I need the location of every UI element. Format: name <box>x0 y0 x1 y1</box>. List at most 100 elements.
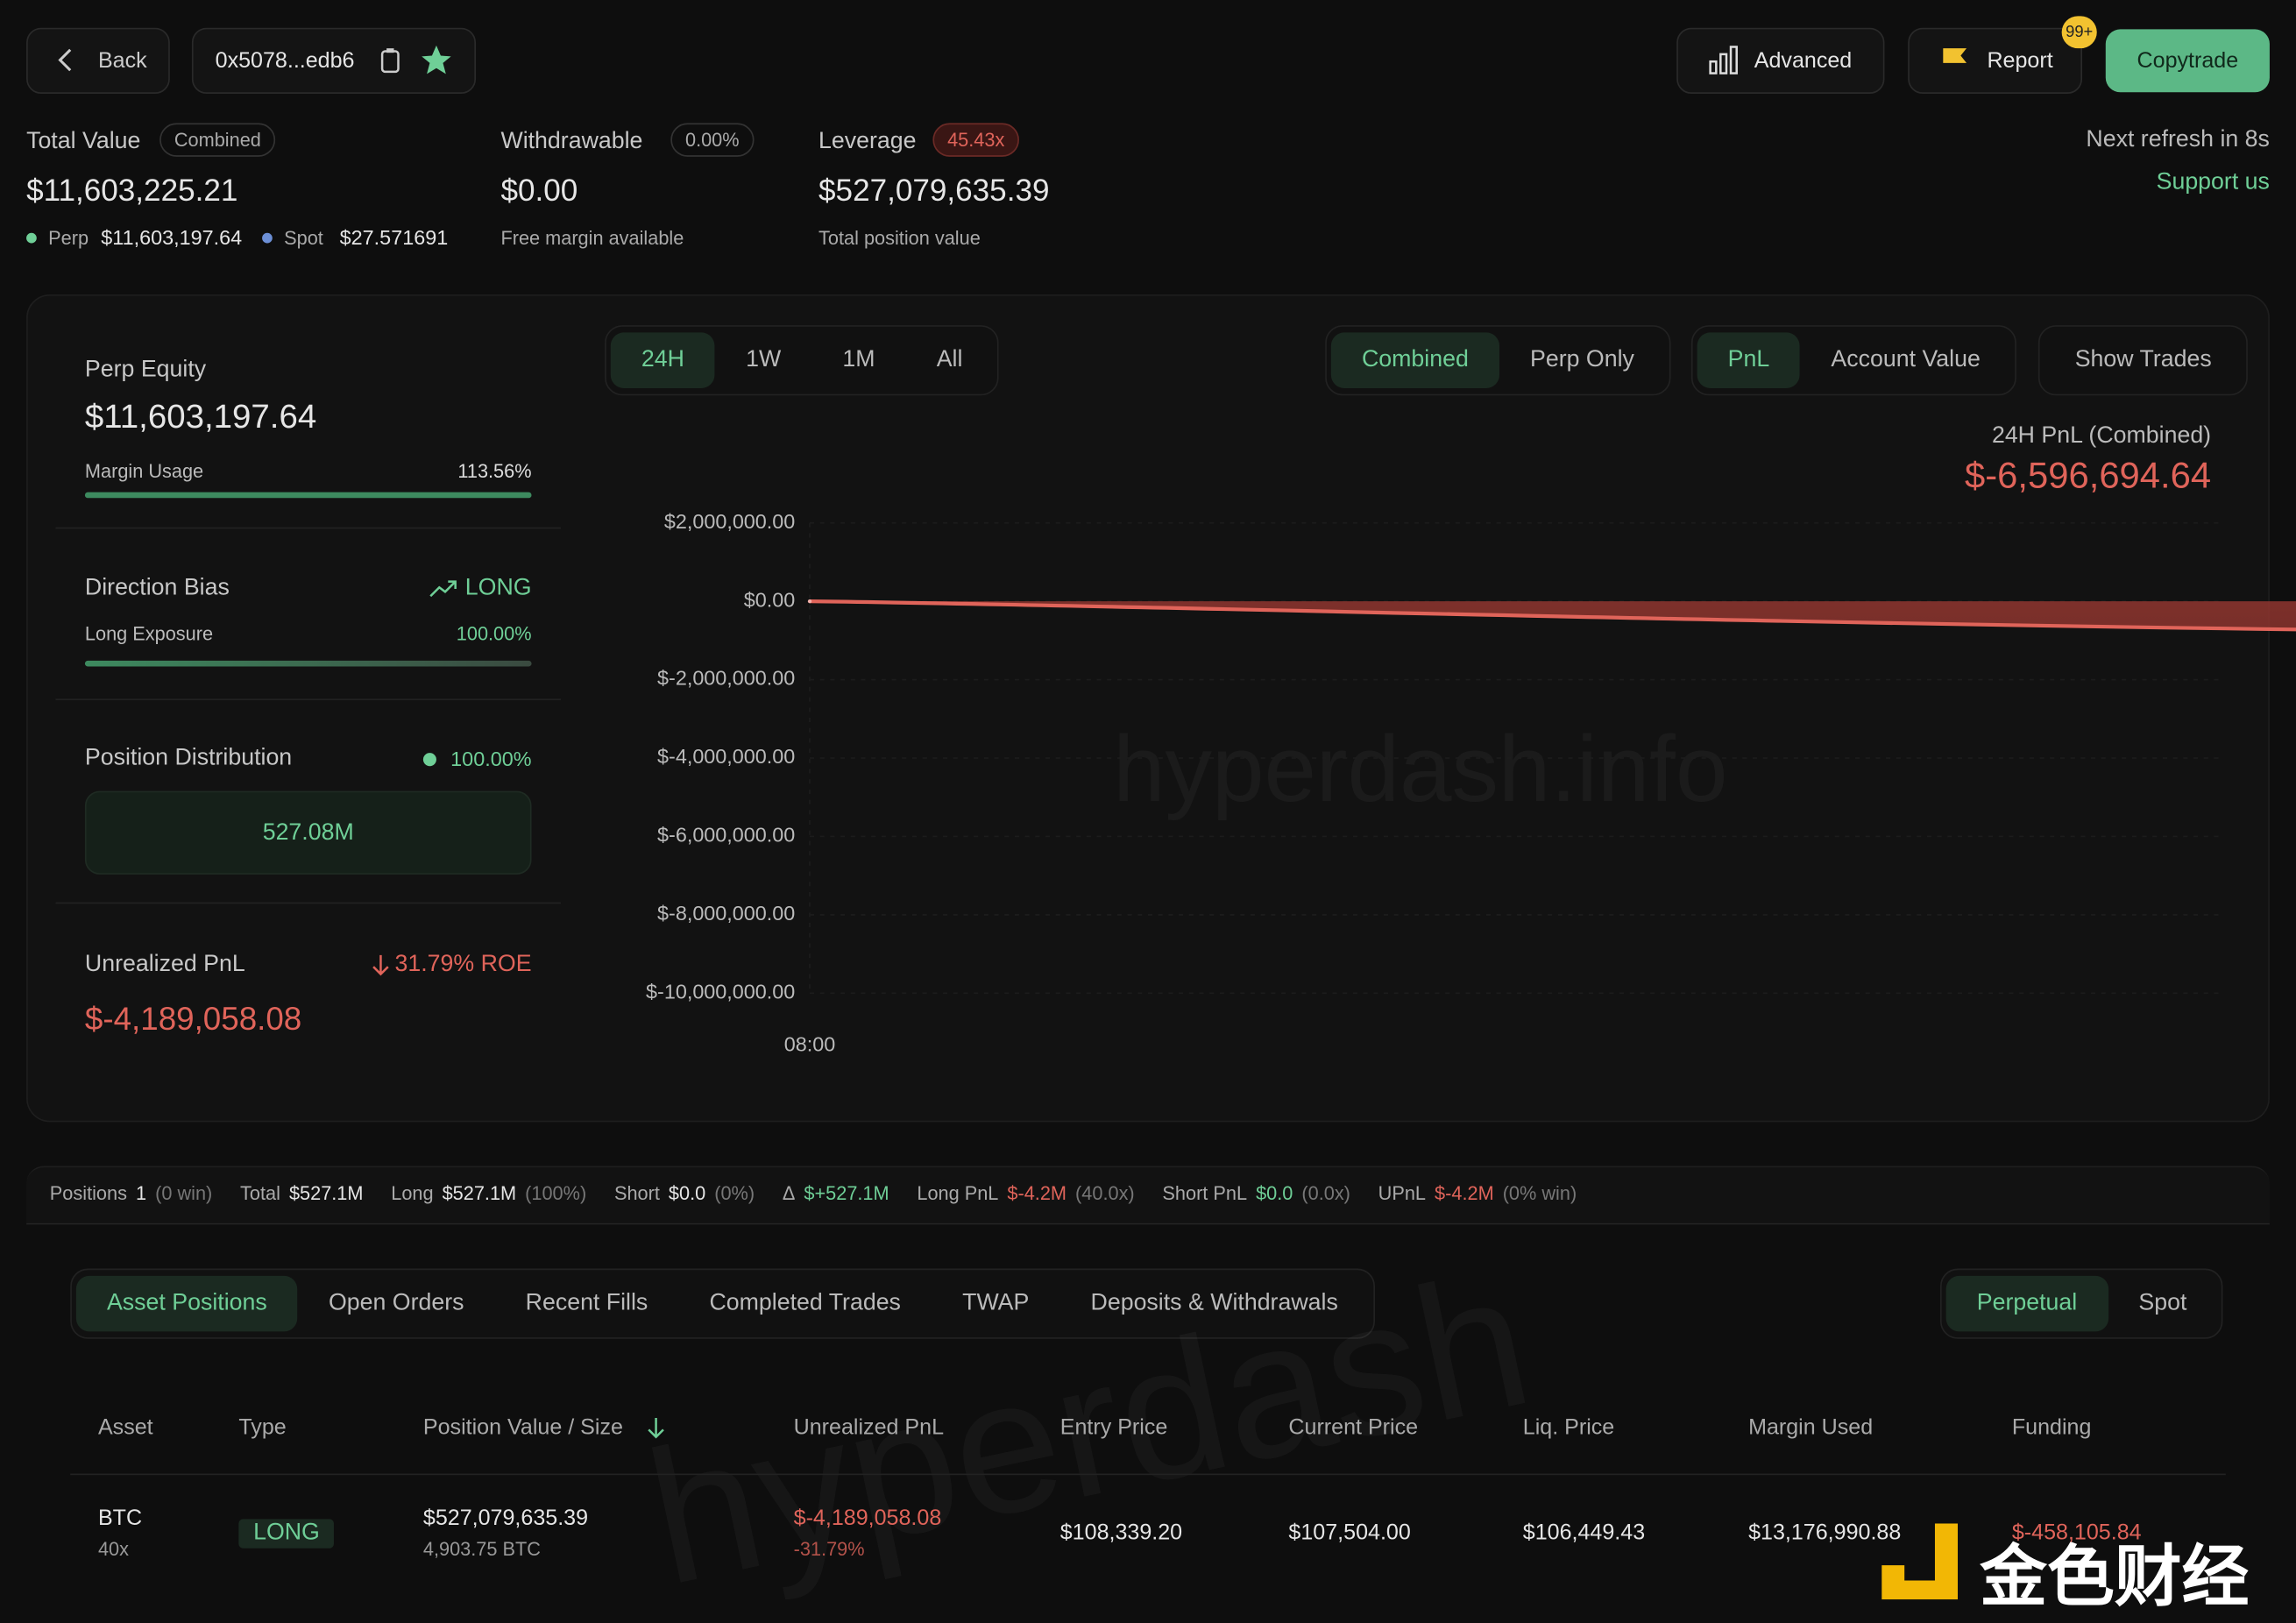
summary-label: Long PnL <box>917 1181 999 1204</box>
tab[interactable]: Asset Positions <box>75 1275 298 1332</box>
cell-liq: $106,449.43 <box>1522 1520 1646 1546</box>
tab[interactable]: Combined <box>1330 332 1499 388</box>
back-label: Back <box>97 48 147 74</box>
chart-card <box>26 294 2270 1123</box>
tab[interactable]: Perp Only <box>1530 347 1634 372</box>
summary-label: Short PnL <box>1162 1181 1248 1204</box>
tab[interactable]: Spot <box>2138 1290 2187 1316</box>
summary-value: $+527.1M <box>804 1181 889 1204</box>
summary-note: (100%) <box>525 1181 587 1204</box>
leverage: $527,079,635.39 <box>818 174 1050 209</box>
x-tick-label: 08:00 <box>784 1033 835 1056</box>
sort-icon[interactable] <box>646 1416 666 1440</box>
y-tick-label: $2,000,000.00 <box>664 510 795 533</box>
tab[interactable]: Completed Trades <box>709 1290 901 1316</box>
summary-note: (40.0x) <box>1075 1181 1135 1204</box>
summary-label: UPnL <box>1378 1181 1427 1204</box>
leverage-note: Total position value <box>818 227 981 250</box>
summary-item: UPnL $-4.2M (0% win) <box>1378 1182 1577 1204</box>
tab[interactable]: Account Value <box>1831 347 1981 372</box>
cell-asset: BTC <box>97 1506 143 1531</box>
distribution-label: Position Distribution <box>84 745 293 771</box>
column-header: Position Value / Size <box>422 1414 623 1441</box>
watermark: hyperdash.info <box>1113 716 1727 821</box>
total-value: $11,603,225.21 <box>26 174 238 209</box>
summary-value: $0.0 <box>1256 1181 1293 1204</box>
metric-tabs: PnL Account Value <box>1690 325 2017 396</box>
upnl-roe: 31.79% ROE <box>394 952 532 977</box>
y-tick-label: $-2,000,000.00 <box>657 667 795 690</box>
leverage-tag: 45.43x <box>932 123 1020 157</box>
positions-strip <box>26 1166 2270 1225</box>
summary-item: Long $527.1M (100%) <box>391 1182 586 1204</box>
exposure: 100.00% <box>456 622 532 645</box>
exposure-bar <box>84 660 532 667</box>
summary-label: Positions <box>49 1181 127 1204</box>
star-icon[interactable] <box>421 44 453 76</box>
column-header: Current Price <box>1288 1414 1419 1441</box>
total-value-tag: Combined <box>159 123 276 157</box>
summary-label: Δ <box>782 1181 796 1204</box>
withdrawable-label: Withdrawable <box>500 129 643 154</box>
summary-item: Short $0.0 (0%) <box>614 1182 755 1204</box>
cell-value: $527,079,635.39 <box>422 1506 589 1531</box>
flag-icon <box>1943 48 1967 74</box>
tab[interactable]: 1W <box>746 347 782 372</box>
tab[interactable]: Recent Fills <box>525 1290 648 1316</box>
margin-bar <box>84 492 532 499</box>
support-link[interactable]: Support us <box>2156 169 2270 195</box>
summary-note: (0.0x) <box>1301 1181 1350 1204</box>
summary-value: $0.0 <box>668 1181 706 1204</box>
withdrawable-note: Free margin available <box>500 227 684 250</box>
tab[interactable]: Deposits & Withdrawals <box>1090 1290 1338 1316</box>
cell-upnl: $-4,189,058.08 <box>793 1506 942 1531</box>
report-button[interactable] <box>1908 27 2083 94</box>
summary-value: $-4.2M <box>1435 1181 1494 1204</box>
upnl: $-4,189,058.08 <box>84 1000 302 1038</box>
distribution-block: 527.08M <box>84 790 532 875</box>
summary-value: $-4.2M <box>1007 1181 1067 1204</box>
show-trades[interactable]: Show Trades <box>2037 325 2249 396</box>
logo-text: 金色财经 <box>1980 1538 2250 1614</box>
column-header: Type <box>238 1414 287 1441</box>
withdrawable: $0.00 <box>500 174 578 209</box>
y-tick-label: $-4,000,000.00 <box>657 745 795 768</box>
tab[interactable]: Open Orders <box>328 1290 464 1316</box>
tab[interactable]: TWAP <box>962 1290 1030 1316</box>
advanced-label: Advanced <box>1754 48 1853 74</box>
cell-leverage: 40x <box>97 1538 129 1561</box>
back-icon <box>58 48 72 72</box>
chart-title: 24H PnL (Combined) <box>1991 423 2212 449</box>
tab[interactable]: All <box>936 347 963 372</box>
divider <box>55 902 561 904</box>
perp-dot <box>26 232 37 244</box>
copytrade-button[interactable]: Copytrade <box>2105 29 2270 93</box>
report-label: Report <box>1987 48 2053 74</box>
equity-label: Perp Equity <box>84 357 207 383</box>
divider <box>55 527 561 529</box>
column-header: Liq. Price <box>1522 1414 1615 1441</box>
tab[interactable]: Perpetual <box>1945 1275 2108 1332</box>
column-header: Funding <box>2011 1414 2092 1441</box>
column-header: Asset <box>97 1414 153 1441</box>
column-header: Unrealized PnL <box>793 1414 945 1441</box>
market-tabs: Perpetual Spot <box>1939 1268 2224 1339</box>
spot-label: Spot <box>284 227 323 250</box>
y-tick-label: $-10,000,000.00 <box>646 980 795 1003</box>
tab[interactable]: 24H <box>610 332 716 388</box>
summary-label: Long <box>391 1181 434 1204</box>
leverage-label: Leverage <box>818 129 917 154</box>
mode-tabs: Combined Perp Only <box>1325 325 1671 396</box>
summary-label: Short <box>613 1181 660 1204</box>
tab[interactable]: PnL <box>1697 332 1801 388</box>
exposure-label: Long Exposure <box>84 622 214 645</box>
show-trades-label[interactable]: Show Trades <box>2074 347 2212 372</box>
summary-item: Long PnL $-4.2M (40.0x) <box>917 1182 1134 1204</box>
advanced-icon <box>1709 46 1738 74</box>
cell-current: $107,504.00 <box>1288 1520 1411 1546</box>
tab[interactable]: 1M <box>842 347 875 372</box>
copy-icon[interactable] <box>379 46 403 74</box>
total-value-label: Total Value <box>26 129 141 154</box>
back-button[interactable] <box>26 27 170 94</box>
